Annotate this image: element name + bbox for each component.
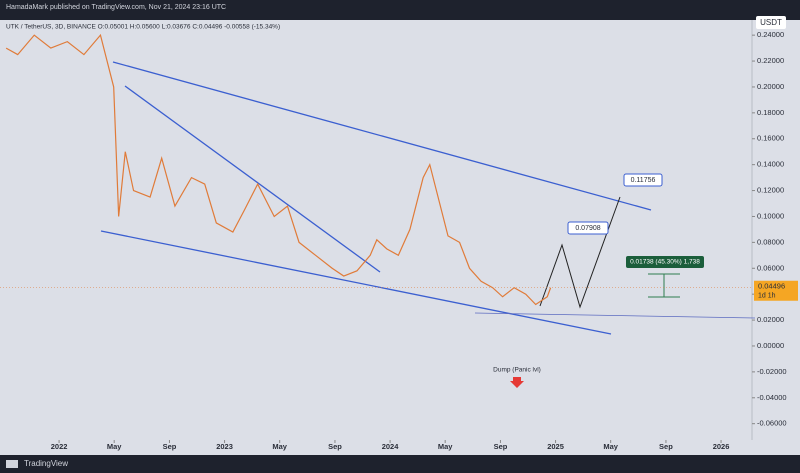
x-tick-label: 2024: [382, 442, 400, 451]
currency: USDT: [760, 18, 782, 27]
projection-path: [539, 196, 621, 309]
x-tick-label: 2025: [547, 442, 564, 451]
publisher: HamadaMark published on TradingView.com,…: [6, 4, 226, 11]
symbol-info: UTK / TetherUS, 3D, BINANCE O:0.05001 H:…: [6, 24, 280, 31]
price-line: [5, 33, 552, 306]
y-tick-label: -0.06000: [757, 419, 787, 428]
x-tick-label: Sep: [328, 442, 342, 451]
currency-box: [756, 16, 786, 29]
y-tick-label: 0.12000: [757, 186, 784, 195]
x-tick-label: May: [438, 442, 453, 451]
x-tick-label: Sep: [659, 442, 673, 451]
trendline: [112, 61, 652, 211]
y-tick-label: 0.14000: [757, 160, 784, 169]
dump-arrow: [510, 377, 524, 388]
y-tick-label: 0.22000: [757, 56, 784, 65]
trendline: [100, 230, 612, 335]
y-tick-label: 0.10000: [757, 211, 784, 220]
measure-tool: [648, 273, 680, 298]
x-tick-label: 2022: [51, 442, 68, 451]
trendlines: [100, 61, 756, 335]
x-tick-label: 2023: [216, 442, 233, 451]
target-box: [623, 173, 663, 187]
brand-logo: [6, 460, 18, 468]
y-tick-label: 0.08000: [757, 237, 784, 246]
last-price-label: 0.04496: [758, 282, 785, 291]
target-label: 0.07908: [575, 225, 600, 232]
x-tick-label: Sep: [494, 442, 508, 451]
target-label: 0.11756: [631, 177, 656, 184]
x-tick-label: May: [272, 442, 287, 451]
y-tick-label: 0.20000: [757, 82, 784, 91]
x-tick-label: May: [603, 442, 618, 451]
y-tick-label: 0.18000: [757, 108, 784, 117]
measure-box: [626, 256, 704, 268]
y-tick-label: 0.24000: [757, 30, 784, 39]
plot-background: [0, 20, 800, 455]
x-tick-label: May: [107, 442, 122, 451]
y-tick-label: -0.04000: [757, 393, 787, 402]
trendline: [124, 85, 381, 273]
target-box: [567, 221, 609, 235]
dump-label: Dump (Panic lvl): [493, 367, 541, 374]
trendline: [474, 312, 756, 319]
measure-label: 0.01738 (45.30%) 1,738: [630, 259, 700, 266]
y-tick-label: -0.02000: [757, 367, 787, 376]
y-tick-label: 0.02000: [757, 315, 784, 324]
x-tick-label: 2026: [713, 442, 730, 451]
y-tick-label: 0.16000: [757, 134, 784, 143]
y-tick-label: 0.00000: [757, 341, 784, 350]
y-tick-label: 0.06000: [757, 263, 784, 272]
countdown: 1d 1h: [758, 293, 776, 300]
brand: TradingView: [24, 459, 68, 468]
x-tick-label: Sep: [163, 442, 177, 451]
last-price-box: [754, 280, 798, 301]
